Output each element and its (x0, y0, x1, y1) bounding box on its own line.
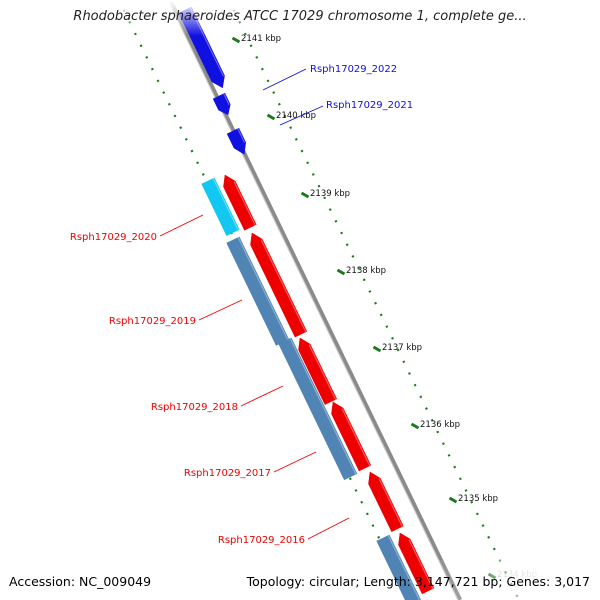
gene-label-leader-line (198, 299, 243, 321)
scale-tick-label: 2138 kbp (346, 266, 386, 276)
cds-segment[interactable] (278, 337, 358, 481)
gene-label[interactable]: Rsph17029_2017 (184, 468, 271, 479)
gene-arrow-forward[interactable] (212, 92, 234, 117)
gene-label[interactable]: Rsph17029_2022 (310, 64, 397, 75)
gene-arrow-reverse[interactable] (246, 230, 308, 338)
topology-text: Topology: circular; Length: 3,147,721 bp… (246, 574, 590, 589)
gene-arrow-reverse[interactable] (294, 335, 338, 405)
scale-tick-label: 2140 kbp (276, 111, 316, 121)
gene-arrow-reverse[interactable] (364, 469, 404, 533)
corner-fade (430, 560, 600, 600)
scale-tick-label: 2137 kbp (382, 343, 422, 353)
accession-text: Accession: NC_009049 (9, 574, 152, 589)
scale-tick-mark (266, 113, 276, 121)
scale-tick-label: 2135 kbp (458, 494, 498, 504)
scale-tick-mark (231, 36, 241, 44)
gene-arrow-reverse[interactable] (219, 172, 257, 231)
gene-labels: Rsph17029_2022 Rsph17029_2021 Rsph17029_20… (70, 64, 413, 546)
cds-segment[interactable] (376, 534, 422, 600)
map-title: Rhodobacter sphaeroides ATCC 17029 chrom… (73, 9, 527, 24)
gene-arrow-forward[interactable] (226, 127, 250, 157)
cds-segment[interactable] (201, 177, 240, 236)
scale-tick-mark (410, 422, 420, 430)
scale-tick-mark (372, 345, 382, 353)
scale-tick-label: 2141 kbp (241, 34, 281, 44)
gene-label[interactable]: Rsph17029_2019 (109, 316, 196, 327)
gene-label-leader-line (159, 214, 204, 237)
gene-label[interactable]: Rsph17029_2018 (151, 402, 238, 413)
scale-tick-mark (300, 191, 310, 199)
gene-label-leader-line (240, 385, 284, 407)
gene-label-leader-line (273, 451, 317, 473)
gene-label-leader-line (279, 105, 324, 126)
scale-tick-mark (336, 268, 346, 276)
top-fade (0, 0, 600, 36)
scale-tick-label: 2139 kbp (310, 189, 350, 199)
ruler-dot-track (227, 0, 519, 599)
gene-arrow-reverse[interactable] (394, 530, 435, 595)
gene-label-leader-line (262, 68, 307, 91)
gene-label[interactable]: Rsph17029_2021 (326, 100, 413, 111)
chromosome-backbone (167, 0, 463, 600)
gene-label[interactable]: Rsph17029_2020 (70, 232, 157, 243)
gene-label[interactable]: Rsph17029_2016 (218, 535, 305, 546)
ruler-dot-tracks (117, 0, 519, 599)
gene-arrow-reverse[interactable] (327, 399, 372, 472)
scale-tick-mark (448, 496, 458, 504)
scale-tick-label: 2136 kbp (420, 420, 460, 430)
gene-label-leader-line (307, 517, 350, 540)
cds-segment[interactable] (226, 236, 290, 346)
